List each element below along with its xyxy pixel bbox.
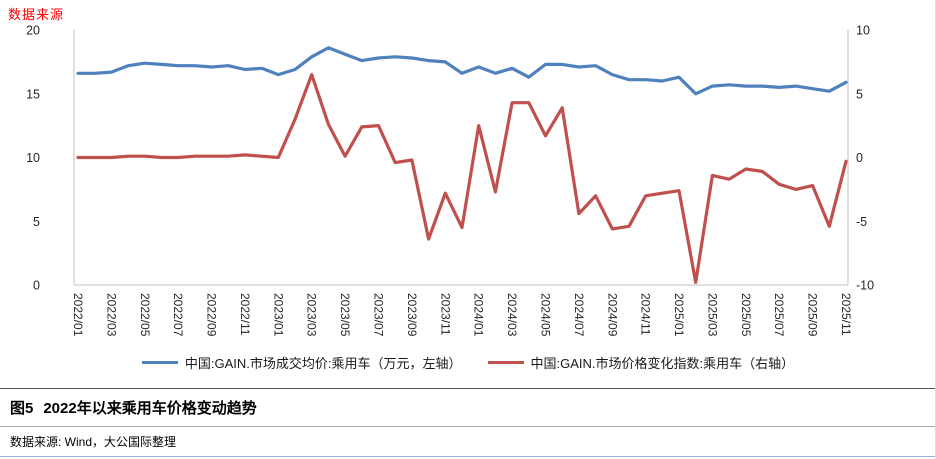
legend-label-price-index: 中国:GAIN.市场价格变化指数:乘用车（右轴） [530,356,795,371]
red-line-swatch [487,361,524,364]
x-tick-label: 2024/03 [505,293,519,337]
x-tick-label: 2025/11 [839,293,853,336]
x-tick-label: 2025/01 [672,293,686,337]
x-tick-label: 2023/05 [338,293,352,337]
x-tick-label: 2025/03 [705,293,719,337]
left-axis-labels: 20 15 10 5 0 [26,24,40,293]
x-axis-labels: 2022/01 2022/03 2022/05 2022/07 2022/09 2022/… [71,293,853,337]
top-left-red-note: 数据来源 [8,7,65,22]
left-tick-label: 5 [33,215,40,229]
figure-caption: 图5 2022年以来乘用车价格变动趋势 [0,389,936,427]
x-tick-label: 2022/03 [104,293,118,337]
price-trend-chart: 20 15 10 5 0 10 5 0 -5 -10 2022/01 2022/03 2022/05… [26,24,874,337]
x-tick-label: 2022/11 [238,293,252,336]
blue-line-swatch [141,361,178,364]
x-tick-label: 2024/01 [472,293,486,337]
x-tick-label: 2023/07 [372,293,386,337]
caption-area: 图5 2022年以来乘用车价格变动趋势 数据来源: Wind，大公国际整理 [0,388,936,457]
x-tick-label: 2024/05 [538,293,552,337]
left-tick-label: 10 [26,151,40,165]
left-tick-label: 20 [26,24,40,38]
chart-legend: 中国:GAIN.市场成交均价:乘用车（万元，左轴） 中国:GAIN.市场价格变化… [0,353,936,372]
right-axis-labels: 10 5 0 -5 -10 [856,24,874,293]
left-tick-label: 15 [26,87,40,101]
x-tick-label: 2025/05 [739,293,753,337]
right-tick-label: 0 [856,151,863,165]
right-tick-label: -5 [856,215,867,229]
price-index-line [76,72,848,284]
legend-item-price-index: 中国:GAIN.市场价格变化指数:乘用车（右轴） [487,353,795,372]
legend-label-avg-price: 中国:GAIN.市场成交均价:乘用车（万元，左轴） [184,356,462,371]
x-tick-label: 2024/09 [605,293,619,337]
series-lines [76,46,848,284]
x-tick-label: 2022/09 [205,293,219,337]
x-tick-label: 2025/09 [806,293,820,337]
x-tick-label: 2023/09 [405,293,419,337]
x-tick-label: 2022/07 [171,293,185,337]
figure-title: 2022年以来乘用车价格变动趋势 [43,400,257,417]
x-tick-label: 2022/05 [138,293,152,337]
x-tick-label: 2024/11 [639,293,653,336]
x-tick-label: 2022/01 [71,293,85,337]
avg-price-line [76,46,848,96]
x-tick-label: 2023/11 [438,293,452,336]
x-tick-label: 2025/07 [772,293,786,337]
right-tick-label: 10 [856,24,870,38]
x-tick-label: 2024/07 [572,293,586,337]
x-tick-label: 2023/01 [271,293,285,337]
x-tick-label: 2023/03 [305,293,319,337]
legend-item-avg-price: 中国:GAIN.市场成交均价:乘用车（万元，左轴） [141,353,462,372]
data-source: 数据来源: Wind，大公国际整理 [0,427,936,457]
left-tick-label: 0 [33,279,40,293]
figure-number: 图5 [10,400,34,417]
right-tick-label: 5 [856,87,863,101]
right-tick-label: -10 [856,279,874,293]
